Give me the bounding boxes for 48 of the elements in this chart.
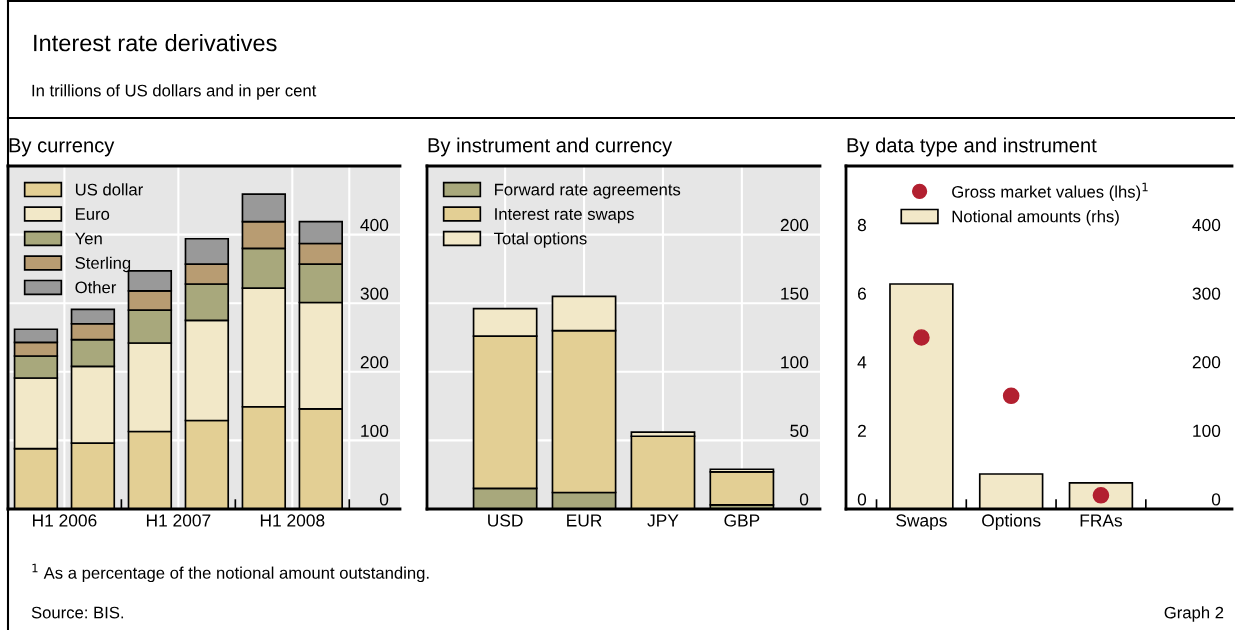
legend-label: Notional amounts (rhs) [952,210,1119,226]
legend-label: Other [75,281,117,294]
legend-label: Forward rate agreements [495,183,681,199]
y-tick-label: 2 [857,424,866,437]
legend-label: Total options [494,232,587,248]
y-tick-label: 0 [379,493,389,506]
x-tick-label: FRAs [1080,514,1123,527]
y2-tick-label: 300 [1192,287,1221,300]
legend-label: Yen [75,232,102,245]
caption: Graph 2 [1164,606,1224,622]
y-tick-label: 0 [857,493,867,506]
chart-title: By data type and instrument [847,137,1097,157]
x-tick-label: H1 2008 [260,514,325,527]
y2-tick-label: 200 [1192,356,1221,369]
y-tick-label: 100 [361,424,389,437]
y2-tick-label: 0 [1211,493,1221,506]
x-tick-label: EUR [567,514,602,527]
y-tick-label: 400 [360,218,389,232]
x-tick-label: GBP [724,514,760,527]
x-tick-label: JPY [647,514,679,527]
y-tick-label: 200 [780,218,809,232]
legend-label: US dollar [75,183,143,196]
text: In trillions of US dollars and in per cent [32,84,317,100]
text: Interest rate derivatives [34,34,277,52]
y2-tick-label: 400 [1192,218,1221,232]
x-tick-label: Swaps [896,514,947,531]
chart-title: By instrument and currency [428,137,673,157]
x-tick-label: USD [488,514,523,527]
legend-label: Gross market values (lhs)$^{1}$ [952,182,1148,201]
y-tick-label: 0 [799,493,809,506]
y-tick-label: 50 [790,424,809,437]
x-tick-label: H1 2007 [146,514,211,527]
legend-label: Interest rate swaps [495,208,634,224]
y2-tick-label: 100 [1193,424,1221,437]
legend-label: Euro [76,208,110,220]
y-tick-label: 4 [857,356,867,369]
legend-label: Sterling [75,256,131,273]
y-tick-label: 100 [781,356,809,369]
x-tick-label: Options [982,513,1041,531]
y-tick-label: 8 [857,218,867,232]
source-note: Source: BIS. [31,606,124,619]
y-tick-label: 150 [781,287,809,300]
y-tick-label: 6 [857,287,866,300]
y-tick-label: 200 [360,356,389,369]
x-tick-label: H1 2006 [33,514,97,527]
text: $^{1}$ As a percentage of the notional amount outstanding. [32,563,429,583]
y-tick-label: 300 [360,287,389,300]
chart-title: By currency [9,138,115,157]
